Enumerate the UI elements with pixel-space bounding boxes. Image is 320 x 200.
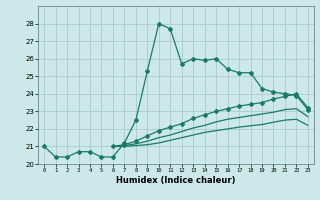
X-axis label: Humidex (Indice chaleur): Humidex (Indice chaleur) xyxy=(116,176,236,185)
